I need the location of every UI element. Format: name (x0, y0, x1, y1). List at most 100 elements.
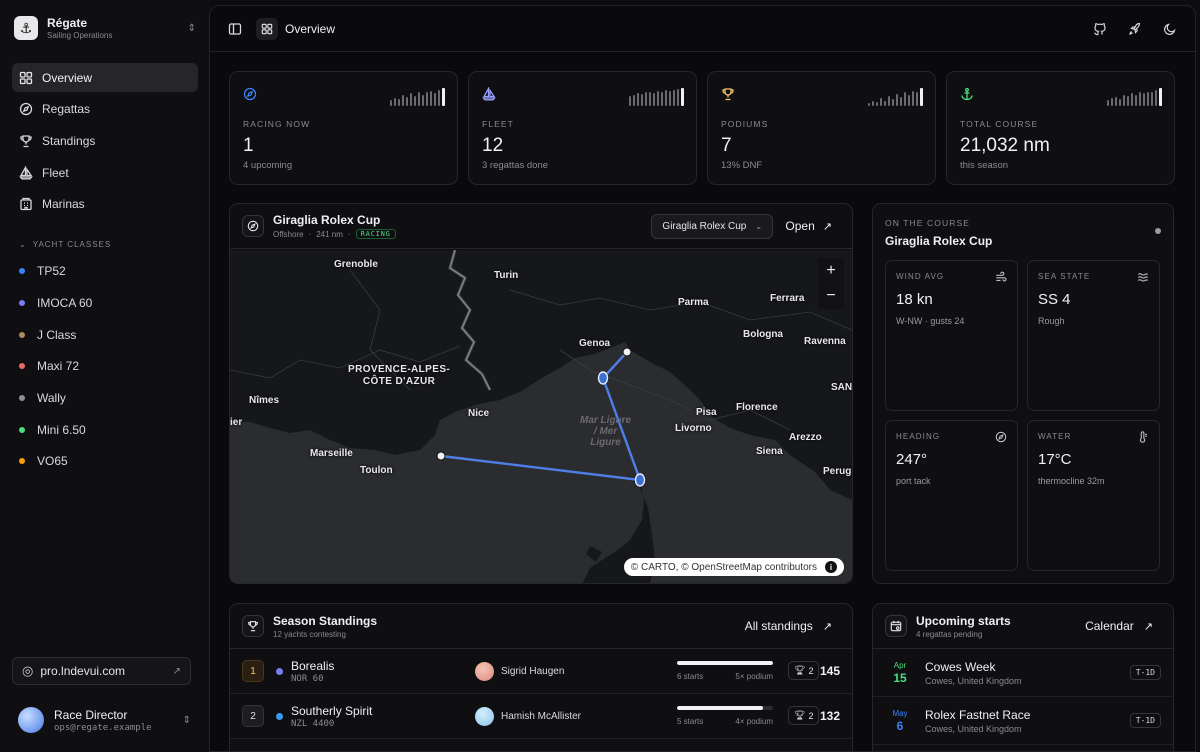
all-standings-button[interactable]: All standings ↗ (745, 619, 832, 633)
arrow-up-right-icon: ↗ (822, 220, 832, 233)
wind-icon (995, 271, 1007, 283)
regatta-select[interactable]: Giraglia Rolex Cup ⌄ (651, 213, 774, 239)
all-standings-label: All standings (744, 619, 813, 633)
spark-bar (888, 96, 890, 106)
spark-bar (1111, 98, 1113, 106)
spark-bar (1107, 100, 1109, 106)
calendar-button[interactable]: Calendar ↗ (1085, 619, 1153, 633)
class-label: VO65 (37, 454, 68, 469)
anchor-icon: ⚓ (14, 16, 38, 40)
list-item[interactable]: May 6 Rolex Fastnet Race Cowes, United King… (873, 697, 1173, 745)
race-distance: 241 nm (316, 229, 343, 239)
sidebar-class-wally[interactable]: Wally (12, 382, 198, 414)
info-icon[interactable]: i (825, 561, 837, 573)
skipper-name: Hamish McAllister (501, 710, 582, 722)
launch-button[interactable] (1124, 18, 1146, 40)
map-canvas[interactable]: Grenoble Turin Parma Ferrara Genoa Bolog… (230, 250, 852, 583)
trophy-icon (721, 87, 735, 101)
map-region-label: PROVENCE-ALPES- CÔTE D'AZUR (348, 364, 450, 388)
podium-count: 4× podium (735, 717, 773, 726)
season-standings-card: Season Standings 12 yachts contesting Al… (229, 603, 853, 751)
upcoming-list: Apr 15 Cowes Week Cowes, United Kingdom T-1D… (873, 649, 1173, 745)
sidebar-item-regattas[interactable]: Regattas (12, 95, 198, 124)
spark-bar (633, 95, 635, 106)
standings-title: Season Standings (273, 613, 378, 628)
table-row[interactable]: 2 Southerly Spirit NZL 4400 Hamish McAllist… (230, 694, 852, 739)
spark-bar (1155, 90, 1157, 106)
github-button[interactable] (1089, 18, 1111, 40)
rank-badge: 2 (242, 705, 264, 727)
user-name: Race Director (54, 707, 128, 722)
sidebar-class-maxi-72[interactable]: Maxi 72 (12, 351, 198, 383)
sidebar-item-standings[interactable]: Standings (12, 126, 198, 155)
spark-bar (892, 99, 894, 106)
sidebar-item-marinas[interactable]: Marinas (12, 190, 198, 219)
regatta-location: Cowes, United Kingdom (925, 675, 1022, 686)
sidebar-class-tp52[interactable]: TP52 (12, 255, 198, 287)
standings-subtitle: 12 yachts contesting (273, 629, 346, 639)
wins-count: 2 (808, 665, 814, 676)
yacht-name: Southerly Spirit (291, 703, 373, 718)
map-city-label: Florence (736, 402, 778, 413)
spark-bar (641, 94, 643, 106)
sidebar-class-imoca-60[interactable]: IMOCA 60 (12, 287, 198, 319)
regatta-name: Rolex Fastnet Race (925, 707, 1031, 722)
spark-bar (1135, 95, 1137, 106)
class-color-dot (19, 331, 25, 338)
open-race-button[interactable]: Open ↗ (785, 219, 832, 233)
status-badge: RACING (355, 229, 396, 239)
spark-bar (653, 93, 655, 106)
map-attribution[interactable]: © CARTO, © OpenStreetMap contributors i (623, 558, 844, 576)
map-city-label: Grenoble (334, 259, 378, 270)
list-item[interactable]: Apr 15 Cowes Week Cowes, United Kingdom T-1D (873, 649, 1173, 697)
sea-line: / Mer (593, 426, 618, 437)
theme-toggle-button[interactable] (1159, 18, 1181, 40)
kpi-sparkline (1107, 88, 1162, 106)
sailboat-icon (482, 86, 496, 101)
sidebar-item-fleet[interactable]: Fleet (12, 158, 198, 187)
table-row[interactable]: 1 Borealis NOR 60 Sigrid Haugen 6 starts 5× p… (230, 649, 852, 694)
user-menu[interactable]: Race Director ops@regate.example ⇕ (18, 704, 191, 736)
building-icon (19, 197, 33, 211)
spark-bar (434, 93, 436, 106)
kpi-sparkline (868, 88, 923, 106)
spark-bar (876, 102, 878, 106)
sidebar-class-mini-6-50[interactable]: Mini 6.50 (12, 414, 198, 446)
sidebar-item-label: Marinas (42, 197, 85, 212)
pro-link[interactable]: ◎ pro.lndevui.com ↗ (12, 657, 191, 685)
class-label: TP52 (37, 264, 66, 279)
avatar (475, 661, 494, 681)
map-city-label: Turin (494, 270, 519, 281)
rank-badge: 1 (242, 660, 264, 682)
sidebar-class-j-class[interactable]: J Class (12, 319, 198, 351)
zoom-controls: + − (818, 258, 844, 309)
open-label: Open (785, 219, 815, 233)
yacht-classes-toggle[interactable]: ⌄ YACHT CLASSES (12, 233, 198, 255)
sidebar-item-overview[interactable]: Overview (12, 63, 198, 92)
calendar-label: Calendar (1085, 619, 1134, 633)
sidebar-nav: Overview Regattas Standings Fleet (12, 63, 198, 221)
class-label: Wally (37, 391, 66, 406)
sidebar-class-vo65[interactable]: VO65 (12, 446, 198, 478)
sail-number: NOR 60 (291, 673, 324, 684)
kpi-card: TOTAL COURSE 21,032 nm this season (946, 71, 1175, 185)
zoom-in-button[interactable]: + (826, 261, 836, 279)
countdown-badge: T-1D (1129, 665, 1161, 680)
zoom-out-button[interactable]: − (826, 287, 836, 305)
spark-bar (1115, 97, 1117, 106)
region-line: CÔTE D'AZUR (362, 376, 436, 387)
brand-switcher[interactable]: ⚓ Régate Sailing Operations ⇕ (12, 10, 198, 46)
grid-icon (256, 17, 278, 40)
upcoming-subtitle: 4 regattas pending (916, 629, 983, 639)
kpi-card: FLEET 12 3 regattas done (468, 71, 697, 185)
race-title: Giraglia Rolex Cup (273, 213, 381, 227)
spark-bar (422, 95, 424, 106)
spark-bar (390, 100, 392, 106)
kpi-sub: 3 regattas done (482, 160, 549, 171)
spark-bar (1127, 96, 1129, 106)
spark-bar (1151, 92, 1153, 106)
pro-link-label: pro.lndevui.com (40, 664, 126, 678)
sidebar-toggle-button[interactable] (224, 18, 246, 40)
user-email: ops@regate.example (54, 722, 152, 733)
progress-fill (677, 706, 764, 710)
